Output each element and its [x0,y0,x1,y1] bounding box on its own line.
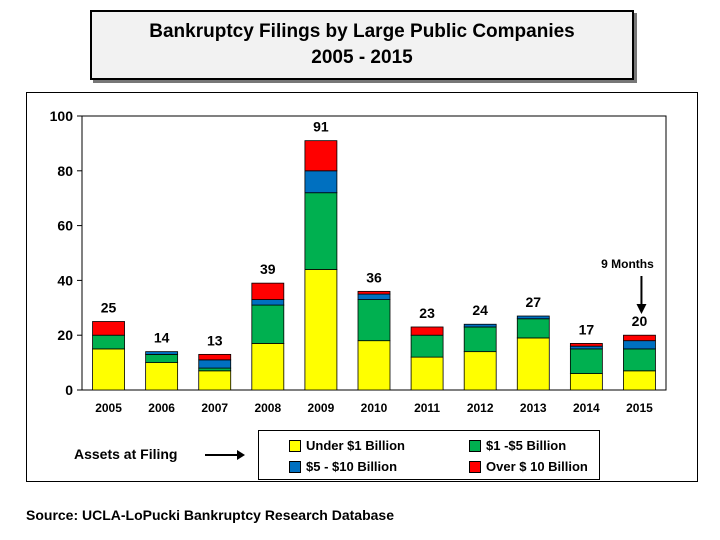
x-tick-label: 2009 [308,401,335,415]
bar-segment [251,282,285,300]
legend-swatch-blue [289,460,301,473]
bar-segment [304,170,338,194]
bar-segment [198,367,232,372]
bar-segment [145,362,179,391]
y-tick-label: 80 [57,163,73,179]
bar-segment [463,323,497,328]
bar-segment [623,348,656,372]
bar-segment [410,326,444,336]
x-tick-label: 2006 [148,401,175,415]
legend-swatch-red [469,460,481,473]
x-tick-label: 2011 [414,401,440,415]
bar-segment [251,299,285,306]
x-tick-label: 2008 [254,401,281,415]
bar-segment [623,340,656,350]
bar-segment [463,351,497,391]
legend-item-over-10b: Over $ 10 Billion [469,459,588,474]
assets-at-filing-label: Assets at Filing [74,446,246,462]
bar-segment [516,318,550,339]
bar-segment [251,343,285,391]
bar-segment [569,348,603,374]
bar-segment [569,343,603,347]
bar-segment [251,304,285,344]
legend-swatch-green [469,439,481,452]
legend: Under $1 Billion $1 -$5 Billion $5 - $10… [258,430,600,480]
assets-at-filing-text: Assets at Filing [74,446,178,462]
bar-segment [569,373,603,391]
bar-segment [145,351,179,355]
data-label: 27 [525,294,541,310]
data-label: 14 [154,330,170,346]
data-label: 17 [579,321,595,337]
bar-segment [410,334,444,358]
bar-segment [198,353,232,361]
legend-item-5-10b: $5 - $10 Billion [289,459,397,474]
bar-segment [145,353,179,364]
legend-swatch-yellow [289,439,301,452]
y-tick-label: 40 [57,272,73,288]
arrow-down-icon [636,304,647,314]
bar-segment [304,192,338,270]
chart-subtitle: 2005 - 2015 [311,47,413,68]
bar-segment [304,140,338,172]
legend-item-under-1b: Under $1 Billion [289,438,405,453]
bar-segment [569,345,603,350]
data-label: 23 [419,305,435,321]
source-note: Source: UCLA-LoPucki Bankruptcy Research… [26,507,394,523]
bar-segment [357,340,391,391]
bar-segment [198,359,232,369]
chart-title: Bankruptcy Filings by Large Public Compa… [149,21,575,42]
bar-segment [92,334,125,350]
data-label: 20 [632,313,648,329]
chart-frame [26,92,698,482]
bar-segment [357,299,391,342]
y-tick-label: 20 [57,327,73,343]
bar-segment [92,348,125,391]
data-label: 36 [366,269,382,285]
x-tick-label: 2013 [520,401,547,415]
data-label: 39 [260,261,276,277]
bar-segment [198,370,232,391]
legend-item-1-5b: $1 -$5 Billion [469,438,566,453]
bar-segment [623,370,656,391]
bar-segment [410,356,444,391]
legend-label: Under $1 Billion [306,438,405,453]
bar-segment [92,321,125,336]
legend-label: Over $ 10 Billion [486,459,588,474]
legend-label: $1 -$5 Billion [486,438,567,453]
arrow-right-icon [205,450,246,461]
data-label: 25 [101,300,117,316]
legend-label: $5 - $10 Billion [306,459,398,474]
bar-segment [304,269,338,391]
y-tick-label: 0 [65,382,73,398]
chart-title-box: Bankruptcy Filings by Large Public Compa… [90,10,634,80]
bar-segment [623,334,656,342]
x-tick-label: 2010 [361,401,388,415]
annotation-label: 9 Months [601,257,654,271]
bar-segment [357,290,391,295]
bar-segment [463,326,497,353]
x-tick-label: 2007 [201,401,228,415]
y-tick-label: 60 [57,218,73,234]
bar-segment [357,293,391,300]
x-tick-label: 2005 [95,401,122,415]
x-tick-label: 2012 [467,401,494,415]
x-tick-label: 2014 [573,401,600,415]
data-label: 91 [313,119,329,135]
y-tick-label: 100 [50,108,74,124]
data-label: 13 [207,332,223,348]
bar-segment [516,337,550,391]
x-tick-label: 2015 [626,401,653,415]
data-label: 24 [472,302,488,318]
bar-segment [516,315,550,320]
